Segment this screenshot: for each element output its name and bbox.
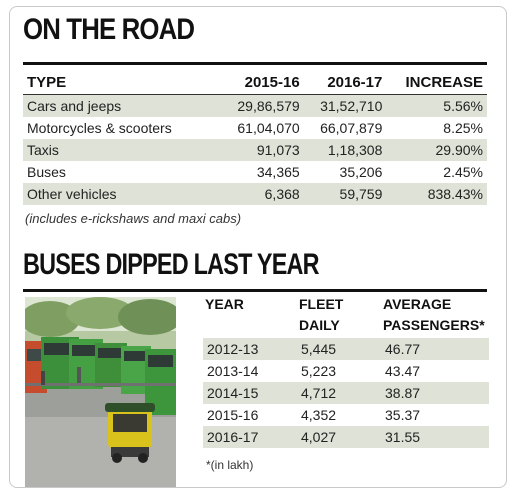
count-2015-16-cell: 91,073 <box>221 139 304 161</box>
fleet-cell: 5,445 <box>297 338 381 360</box>
table-header-row: YEAR FLEET DAILY AVERAGE PASSENGERS* <box>203 294 489 338</box>
passengers-footnote: *(in lakh) <box>206 458 254 472</box>
table-row: Motorcycles & scooters 61,04,070 66,07,8… <box>23 117 487 139</box>
year-cell: 2016-17 <box>203 426 297 448</box>
vehicle-type-cell: Taxis <box>23 139 221 161</box>
passengers-cell: 31.55 <box>381 426 489 448</box>
column-header-year-label: YEAR <box>205 296 244 312</box>
bus-fleet-table: YEAR FLEET DAILY AVERAGE PASSENGERS* 201… <box>203 294 489 448</box>
vehicle-type-cell: Buses <box>27 164 66 180</box>
vehicle-type-cell: Other vehicles <box>23 183 221 205</box>
passengers-cell: 43.47 <box>385 363 421 379</box>
column-header-fleet-line1: FLEET <box>299 296 344 312</box>
count-2015-16-cell: 6,368 <box>221 183 304 205</box>
table-row: 2013-14 5,223 43.47 <box>203 360 489 382</box>
year-cell: 2013-14 <box>207 363 259 379</box>
increase-cell: 8.25% <box>443 120 483 136</box>
count-2015-16-cell: 34,365 <box>256 164 300 180</box>
infographic-frame <box>9 6 507 488</box>
vehicle-type-cell: Motorcycles & scooters <box>27 120 172 136</box>
count-2016-17-cell: 31,52,710 <box>303 94 387 117</box>
count-2016-17-cell: 59,759 <box>303 183 387 205</box>
vehicle-type-cell: Cars and jeeps <box>23 94 221 117</box>
table-row: 2012-13 5,445 46.77 <box>203 338 489 360</box>
passengers-cell: 35.37 <box>385 407 421 423</box>
column-header-average-line2: PASSENGERS* <box>383 317 485 333</box>
bus-depot-photo <box>25 297 176 487</box>
fleet-cell: 4,712 <box>297 382 381 404</box>
fleet-cell: 4,027 <box>297 426 381 448</box>
count-2015-16-cell: 29,86,579 <box>221 94 304 117</box>
table-row: Taxis 91,073 1,18,308 29.90% <box>23 139 487 161</box>
table-row: Buses 34,365 35,206 2.45% <box>23 161 487 183</box>
section-title-buses-dipped: BUSES DIPPED LAST YEAR <box>23 248 320 281</box>
column-header-2015-16: 2015-16 <box>221 70 304 95</box>
table-row: 2016-17 4,027 31.55 <box>203 426 489 448</box>
table-row: 2014-15 4,712 38.87 <box>203 382 489 404</box>
title-rule <box>23 62 487 65</box>
year-cell: 2014-15 <box>203 382 297 404</box>
column-header-fleet-line2: DAILY <box>299 317 340 333</box>
column-header-average-line1: AVERAGE <box>383 296 452 312</box>
title-rule <box>23 289 487 292</box>
column-header-fleet-daily: FLEET DAILY <box>297 294 381 338</box>
fleet-cell: 4,352 <box>301 407 337 423</box>
count-2015-16-cell: 61,04,070 <box>237 120 300 136</box>
fleet-cell: 5,223 <box>301 363 337 379</box>
table-row: Other vehicles 6,368 59,759 838.43% <box>23 183 487 205</box>
passengers-cell: 38.87 <box>381 382 489 404</box>
count-2016-17-cell: 35,206 <box>339 164 383 180</box>
column-header-type: TYPE <box>23 70 221 95</box>
passengers-cell: 46.77 <box>381 338 489 360</box>
increase-cell: 29.90% <box>386 139 487 161</box>
increase-cell: 838.43% <box>386 183 487 205</box>
column-header-year: YEAR <box>203 294 297 338</box>
vehicles-table-note: (includes e-rickshaws and maxi cabs) <box>25 211 242 226</box>
increase-cell: 2.45% <box>443 164 483 180</box>
year-cell: 2012-13 <box>203 338 297 360</box>
table-row: 2015-16 4,352 35.37 <box>203 404 489 426</box>
year-cell: 2015-16 <box>207 407 259 423</box>
column-header-increase: INCREASE <box>386 70 487 95</box>
vehicles-table: TYPE 2015-16 2016-17 INCREASE Cars and j… <box>23 70 487 205</box>
column-header-2016-17: 2016-17 <box>303 70 387 95</box>
section-title-on-the-road: ON THE ROAD <box>23 13 195 46</box>
table-header-row: TYPE 2015-16 2016-17 INCREASE <box>23 70 487 95</box>
column-header-average-passengers: AVERAGE PASSENGERS* <box>381 294 489 338</box>
table-row: Cars and jeeps 29,86,579 31,52,710 5.56% <box>23 94 487 117</box>
count-2016-17-cell: 66,07,879 <box>320 120 383 136</box>
increase-cell: 5.56% <box>386 94 487 117</box>
count-2016-17-cell: 1,18,308 <box>303 139 387 161</box>
